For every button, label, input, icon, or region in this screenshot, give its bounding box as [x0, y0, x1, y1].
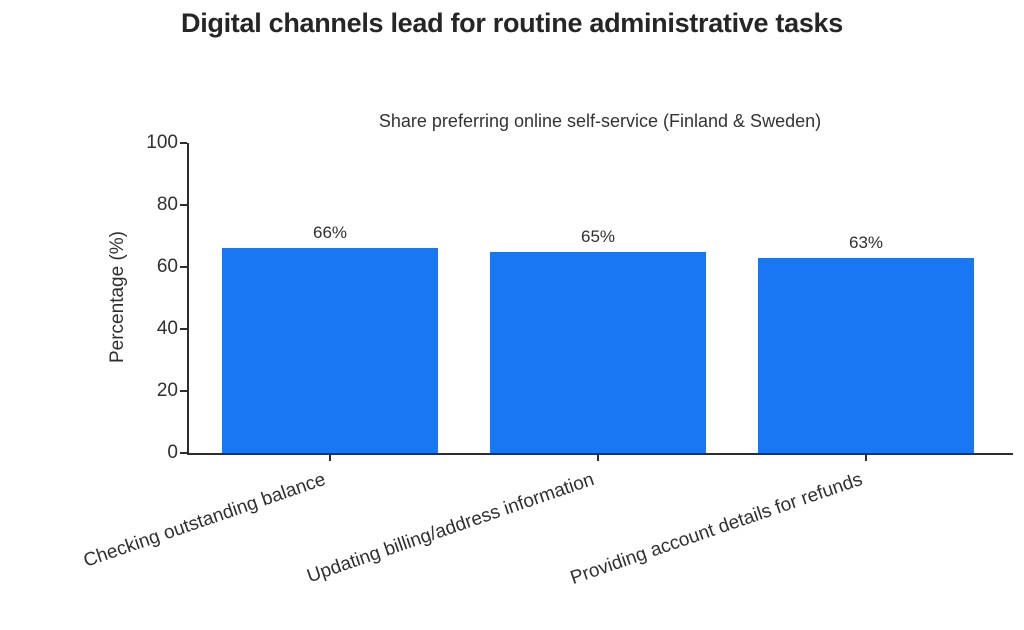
x-axis-tick	[329, 455, 331, 461]
y-axis-tick	[180, 452, 187, 454]
bar	[758, 257, 974, 453]
x-axis-category-label: Updating billing/address information	[304, 469, 597, 588]
bar	[490, 251, 706, 453]
y-axis-tick-label: 0	[167, 442, 178, 463]
y-axis-tick	[180, 204, 187, 206]
bar-value-label: 66%	[312, 223, 348, 243]
y-axis-tick	[180, 328, 187, 330]
y-axis-tick-label: 100	[146, 132, 178, 153]
chart-subtitle: Share preferring online self-service (Fi…	[378, 111, 822, 131]
bar-group: 63% Providing account details for refund…	[567, 143, 974, 589]
x-axis-tick	[597, 455, 599, 461]
bar-group: 65% Updating billing/address information	[304, 143, 706, 587]
y-axis-tick	[180, 142, 187, 144]
y-axis-tick	[180, 390, 187, 392]
y-axis-tick-label: 80	[156, 194, 178, 215]
bar-value-label: 65%	[580, 226, 616, 246]
chart-title: Digital channels lead for routine admini…	[181, 8, 843, 38]
bar	[222, 248, 438, 453]
x-axis-tick	[865, 455, 867, 461]
y-axis-tick	[180, 266, 187, 268]
y-axis-tick-label: 60	[156, 256, 178, 277]
y-axis-tick-label: 40	[156, 318, 178, 339]
x-axis-category-label: Checking outstanding balance	[81, 469, 329, 572]
y-axis-tick-label: 20	[156, 380, 178, 401]
plot-area: 0 20 40 60 80 100 66% Checking outstandi…	[81, 132, 1013, 589]
bar-value-label: 63%	[848, 232, 884, 252]
y-axis-label: Percentage (%)	[107, 230, 128, 364]
x-axis-category-label: Providing account details for refunds	[567, 469, 865, 589]
bar-group: 66% Checking outstanding balance	[81, 143, 438, 572]
